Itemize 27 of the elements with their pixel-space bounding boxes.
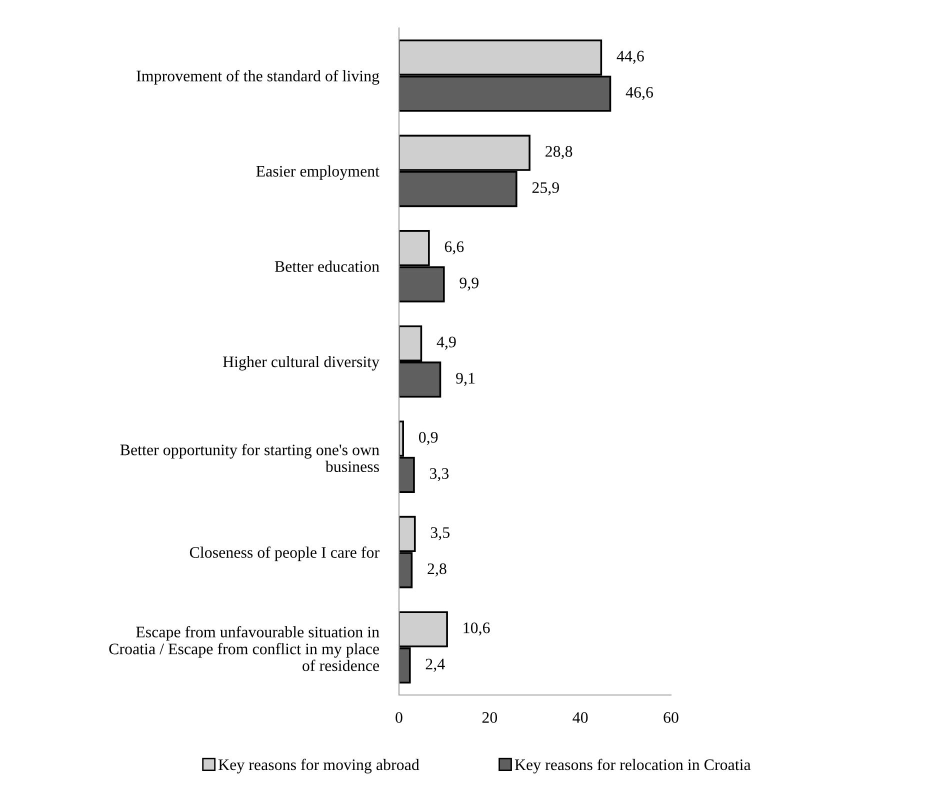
y-tick-label: Improvement of the standard of living: [136, 70, 380, 85]
y-tick-label: Better opportunity for starting one's own business: [120, 444, 380, 472]
data-label: 9,9: [460, 278, 478, 291]
x-tick-label: 0: [396, 712, 402, 723]
y-tick-label: Closeness of people I care for: [190, 546, 380, 562]
data-label: 4,9: [436, 336, 456, 350]
data-label: 2,8: [428, 563, 446, 576]
data-label: 3,5: [430, 527, 450, 540]
y-tick-label: Escape from unfavourable situation in Croatia / Escape from conflict in my place of residence: [109, 626, 380, 672]
data-label: 0,9: [418, 432, 438, 445]
y-tick-label: Higher cultural diversity: [223, 356, 380, 370]
legend-label: Key reasons for moving abroad: [218, 758, 420, 774]
data-label: 46,6: [626, 87, 654, 100]
data-label: 3,3: [430, 468, 449, 482]
data-label: 2,4: [426, 658, 445, 672]
x-tick-label: 40: [572, 712, 588, 723]
data-label: 9,1: [456, 372, 475, 386]
legend-label: Key reasons for relocation in Croatia: [514, 758, 751, 774]
data-label: 25,9: [532, 182, 559, 196]
data-label: 44,6: [616, 50, 644, 64]
y-tick-label: Better education: [274, 260, 380, 272]
x-tick-label: 20: [482, 712, 498, 723]
y-tick-label: Easier employment: [256, 165, 380, 180]
data-label: 10,6: [464, 622, 490, 636]
data-label: 28,8: [546, 146, 572, 160]
x-tick-label: 60: [664, 712, 678, 723]
data-label: 6,6: [444, 241, 464, 254]
